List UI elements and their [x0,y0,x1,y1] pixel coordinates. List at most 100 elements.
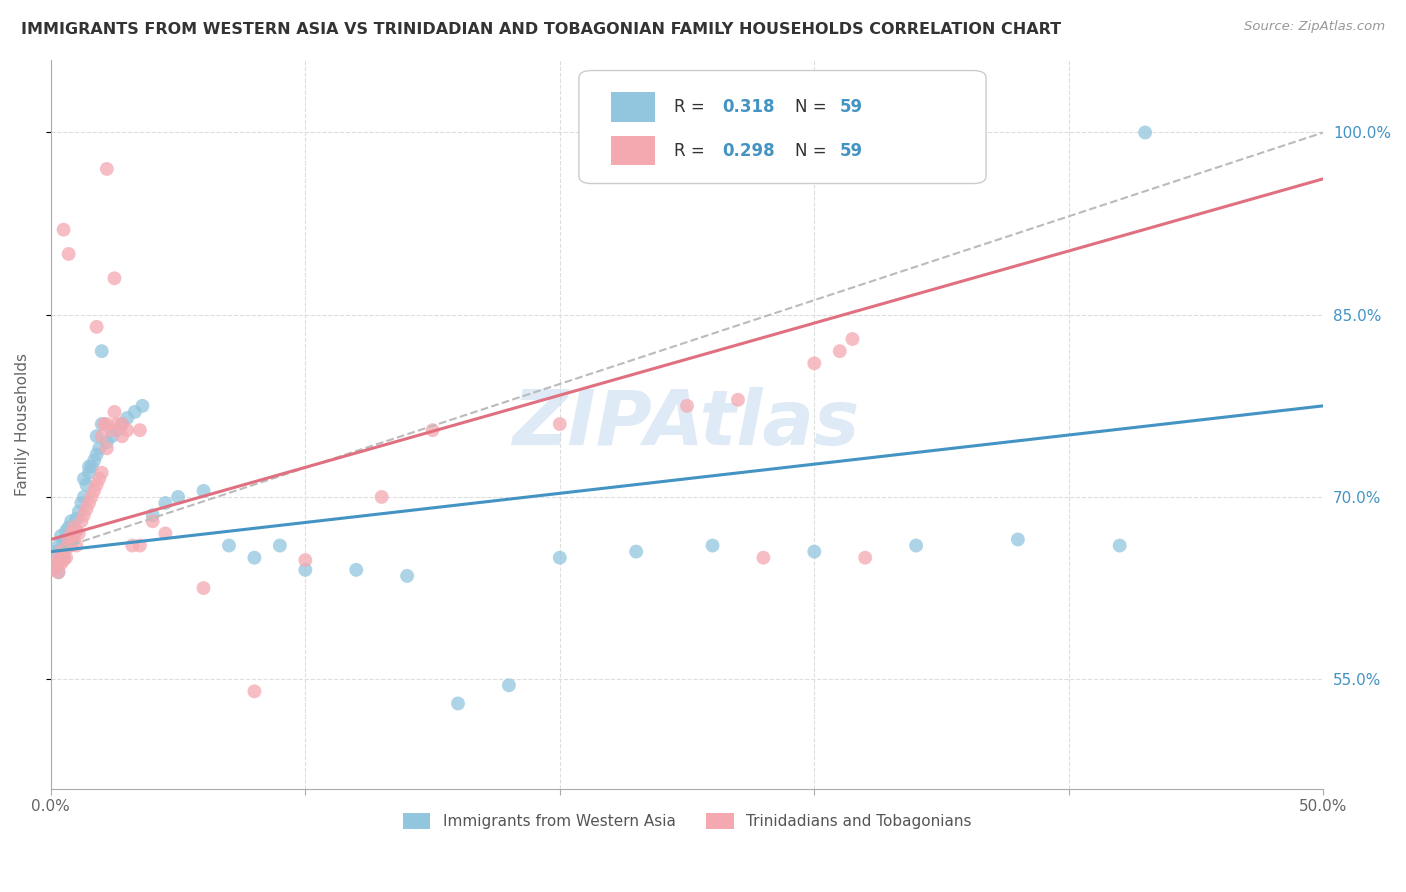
Point [218,539,240,553]
Point [702,539,724,553]
Point [83,483,105,498]
Point [52,536,75,550]
Point [105,423,128,437]
Point [77,466,100,480]
Point [62,533,84,547]
Point [294,553,316,567]
Point [73,490,96,504]
Point [55,524,77,538]
Point [727,392,749,407]
Point [1108,539,1130,553]
Point [142,508,165,523]
Point [370,490,392,504]
Point [111,429,134,443]
Point [75,478,97,492]
Text: N =: N = [796,98,832,116]
Point [96,161,118,176]
Point [60,533,83,547]
Point [65,512,87,526]
Point [86,478,108,492]
Point [52,553,75,567]
Point [62,520,84,534]
Point [115,411,138,425]
Point [155,526,177,541]
Point [49,553,72,567]
Point [752,550,775,565]
Point [96,435,118,450]
Point [676,399,699,413]
Point [77,459,100,474]
Point [115,423,138,437]
Point [67,504,90,518]
Point [803,356,825,370]
Text: IMMIGRANTS FROM WESTERN ASIA VS TRINIDADIAN AND TOBAGONIAN FAMILY HOUSEHOLDS COR: IMMIGRANTS FROM WESTERN ASIA VS TRINIDAD… [21,22,1062,37]
Point [86,319,108,334]
Point [49,529,72,543]
Point [90,344,112,359]
Point [67,526,90,541]
Point [48,539,70,553]
FancyBboxPatch shape [610,136,655,165]
Point [103,405,125,419]
Point [80,459,103,474]
FancyBboxPatch shape [610,93,655,121]
Point [90,466,112,480]
Text: Source: ZipAtlas.com: Source: ZipAtlas.com [1244,20,1385,33]
Point [86,429,108,443]
Point [96,442,118,456]
Point [193,483,215,498]
Point [90,429,112,443]
Text: 0.298: 0.298 [723,142,775,160]
Point [89,472,111,486]
Point [101,429,124,443]
Point [83,453,105,467]
Point [101,423,124,437]
Point [49,544,72,558]
Point [155,496,177,510]
Point [58,539,80,553]
Point [65,524,87,538]
Y-axis label: Family Households: Family Households [15,352,30,496]
Point [105,417,128,431]
Point [447,697,470,711]
Point [121,539,143,553]
Text: 59: 59 [839,98,863,116]
Point [129,423,152,437]
Point [167,490,190,504]
Point [55,550,77,565]
Point [80,490,103,504]
Point [853,550,876,565]
Point [48,566,70,580]
Point [48,566,70,580]
Point [1133,126,1156,140]
Point [77,496,100,510]
Point [45,544,67,558]
Point [243,684,266,698]
Point [62,526,84,541]
Point [803,544,825,558]
Point [129,539,152,553]
Point [58,520,80,534]
Legend: Immigrants from Western Asia, Trinidadians and Tobagonians: Immigrants from Western Asia, Trinidadia… [396,807,977,836]
Point [49,557,72,571]
Point [42,559,65,574]
FancyBboxPatch shape [579,70,986,184]
Point [103,271,125,285]
Point [60,539,83,553]
Point [73,508,96,523]
Point [124,405,146,419]
Point [65,524,87,538]
Point [58,533,80,547]
Point [344,563,367,577]
Point [58,247,80,261]
Point [396,569,419,583]
Point [42,563,65,577]
Point [243,550,266,565]
Text: 0.318: 0.318 [723,98,775,116]
Point [1007,533,1029,547]
Point [828,344,851,359]
Point [55,541,77,555]
Point [70,514,93,528]
Point [193,581,215,595]
Point [905,539,928,553]
